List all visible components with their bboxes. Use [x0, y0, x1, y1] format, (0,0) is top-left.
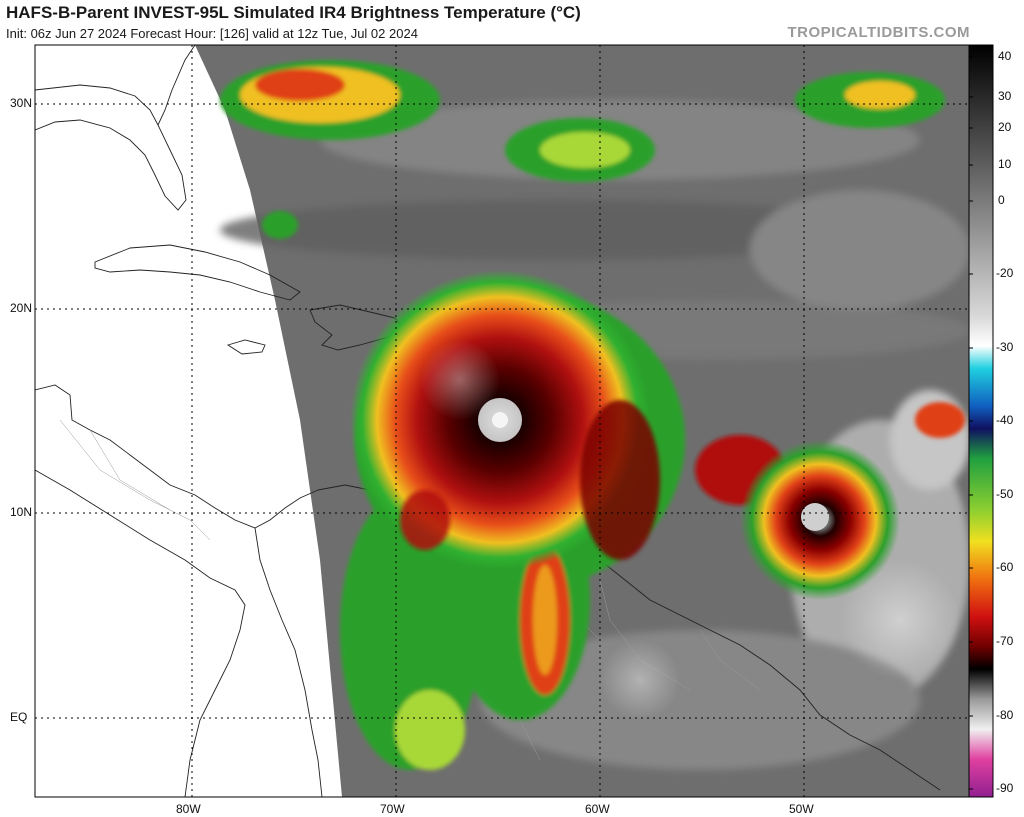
colorbar-tick: -60: [996, 560, 1014, 574]
colorbar-tick: -40: [996, 413, 1014, 427]
site-credit[interactable]: TROPICALTIDBITS.COM: [787, 24, 970, 41]
lat-label-eq: EQ: [10, 710, 28, 724]
lat-label-30n: 30N: [10, 96, 33, 110]
lon-label-70w: 70W: [380, 802, 405, 816]
colorbar-tick: -70: [996, 634, 1014, 648]
colorbar-tick: 10: [998, 157, 1012, 171]
lon-label-50w: 50W: [789, 802, 814, 816]
colorbar-tick: -80: [996, 708, 1014, 722]
colorbar-tick: 0: [998, 193, 1005, 207]
colorbar-tick: -20: [996, 266, 1014, 280]
lon-label-60w: 60W: [585, 802, 610, 816]
lat-label-20n: 20N: [10, 301, 33, 315]
colorbar-tick: 40: [998, 49, 1012, 63]
colorbar-tick: 20: [998, 120, 1012, 134]
lon-label-80w: 80W: [176, 802, 201, 816]
lat-label-10n: 10N: [10, 505, 33, 519]
colorbar-tick: 30: [998, 89, 1012, 103]
colorbar-tick: -50: [996, 487, 1014, 501]
map-title: HAFS-B-Parent INVEST-95L Simulated IR4 B…: [6, 3, 581, 22]
colorbar-tick: -30: [996, 340, 1014, 354]
map-subtitle: Init: 06z Jun 27 2024 Forecast Hour: [12…: [6, 26, 418, 41]
colorbar-tick: -90: [996, 781, 1014, 795]
